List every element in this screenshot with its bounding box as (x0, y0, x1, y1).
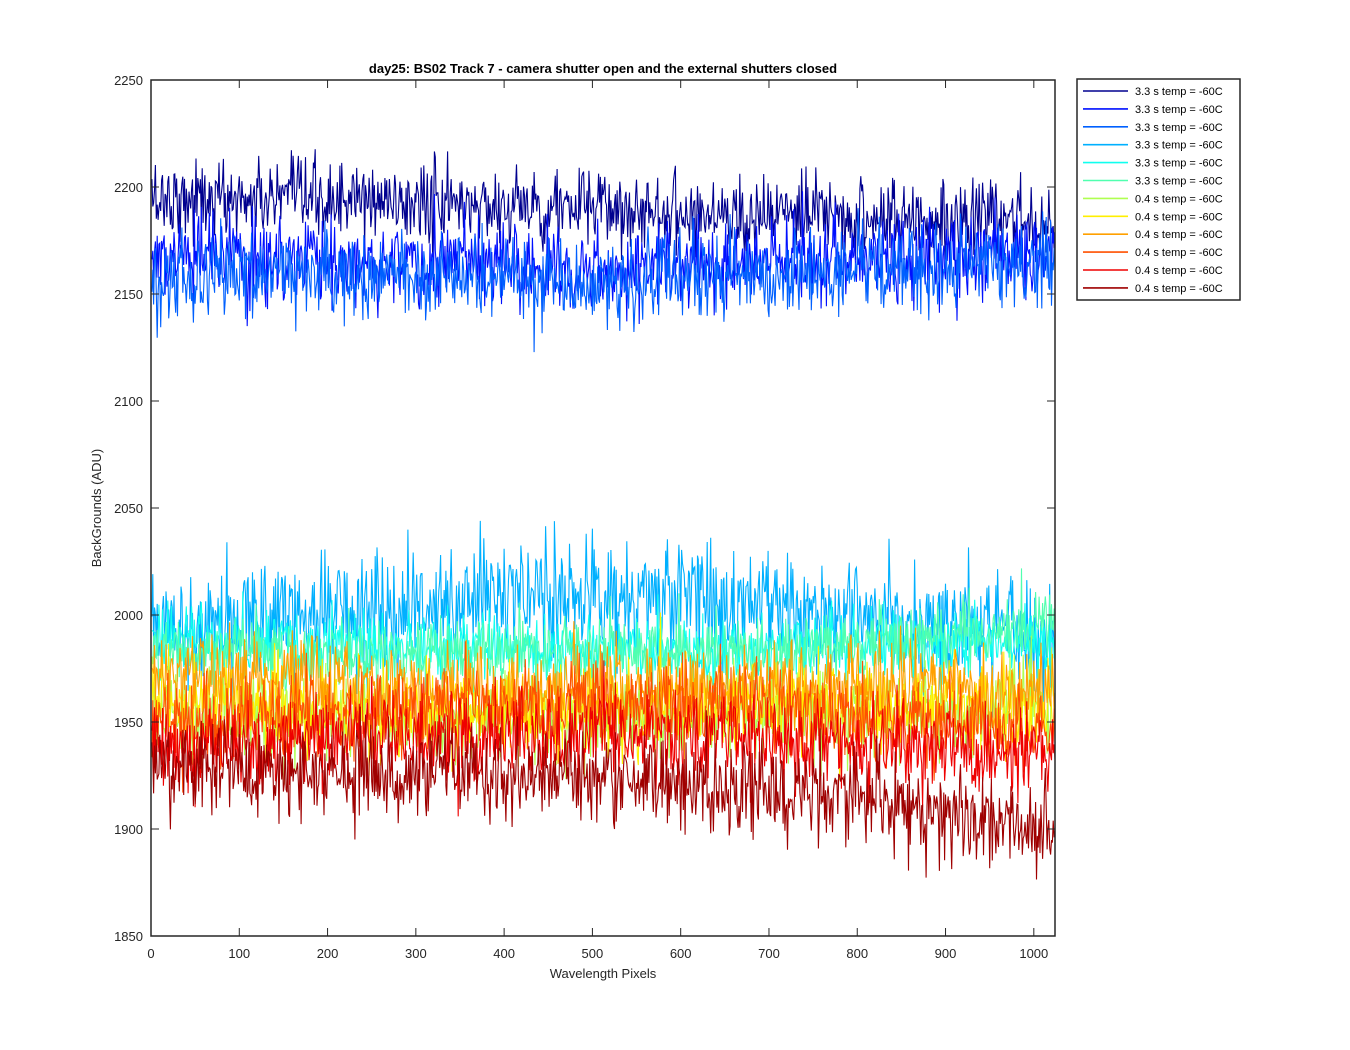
x-tick-label: 500 (582, 946, 604, 961)
x-tick-label: 300 (405, 946, 427, 961)
legend-label: 0.4 s temp = -60C (1135, 265, 1223, 277)
x-tick-label: 700 (758, 946, 780, 961)
x-tick-label: 600 (670, 946, 692, 961)
series-group (151, 149, 1056, 880)
y-tick-label: 1900 (114, 822, 143, 837)
legend-label: 0.4 s temp = -60C (1135, 193, 1223, 205)
legend-label: 0.4 s temp = -60C (1135, 247, 1223, 259)
x-tick-label: 0 (147, 946, 154, 961)
x-axis-label: Wavelength Pixels (550, 966, 657, 981)
y-tick-label: 1950 (114, 715, 143, 730)
legend-label: 0.4 s temp = -60C (1135, 229, 1223, 241)
series-line-1 (151, 149, 1056, 270)
y-tick-label: 2100 (114, 394, 143, 409)
y-tick-label: 2200 (114, 180, 143, 195)
series-line-3 (151, 208, 1056, 353)
legend-label: 3.3 s temp = -60C (1135, 158, 1223, 170)
ticks-group: 0 100 200 300 400 500 600 700 800 900 1000 1850 1900… (114, 73, 1055, 961)
plot-area: 0 100 200 300 400 500 600 700 800 900 1000 1850 1900… (114, 73, 1056, 961)
legend-label: 3.3 s temp = -60C (1135, 86, 1223, 98)
legend-label: 3.3 s temp = -60C (1135, 104, 1223, 116)
y-tick-label: 2250 (114, 73, 143, 88)
series-line-12 (151, 706, 1056, 880)
legend: 3.3 s temp = -60C 3.3 s temp = -60C 3.3 s … (1076, 78, 1241, 301)
y-tick-label: 2150 (114, 287, 143, 302)
legend-box (1076, 78, 1241, 301)
series-line-6 (151, 568, 1056, 709)
x-tick-label: 800 (846, 946, 868, 961)
legend-label: 0.4 s temp = -60C (1135, 211, 1223, 223)
chart-title: day25: BS02 Track 7 - camera shutter ope… (369, 61, 837, 76)
legend-label: 3.3 s temp = -60C (1135, 176, 1223, 188)
x-tick-label: 100 (228, 946, 250, 961)
x-tick-label: 200 (317, 946, 339, 961)
x-tick-label: 900 (935, 946, 957, 961)
legend-items: 3.3 s temp = -60C 3.3 s temp = -60C 3.3 s … (1083, 86, 1223, 295)
x-tick-label: 1000 (1019, 946, 1048, 961)
y-tick-label: 1850 (114, 929, 143, 944)
legend-label: 0.4 s temp = -60C (1135, 283, 1223, 295)
legend-label: 3.3 s temp = -60C (1135, 122, 1223, 134)
x-tick-label: 400 (493, 946, 515, 961)
y-axis-label: BackGrounds (ADU) (89, 449, 104, 567)
legend-label: 3.3 s temp = -60C (1135, 140, 1223, 152)
y-tick-label: 2000 (114, 608, 143, 623)
y-tick-label: 2050 (114, 501, 143, 516)
